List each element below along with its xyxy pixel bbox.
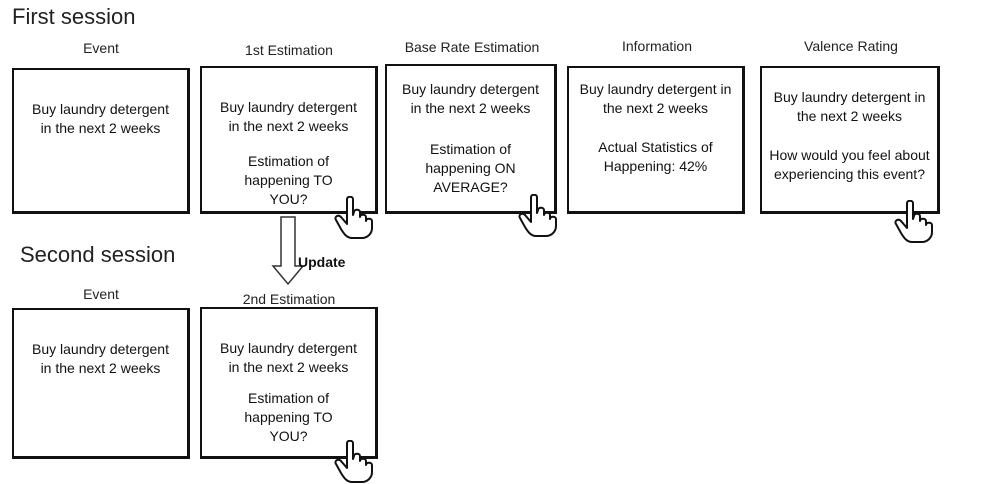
pointing-hand-icon bbox=[334, 440, 373, 483]
first-estimation-event-text: Buy laundry detergent in the next 2 week… bbox=[220, 99, 357, 134]
second-estimation-event-text: Buy laundry detergent in the next 2 week… bbox=[220, 340, 357, 375]
event-card: Buy laundry detergent in the next 2 week… bbox=[12, 68, 190, 214]
event-card-2: Buy laundry detergent in the next 2 week… bbox=[12, 308, 190, 459]
col-label-1st-estimation: 1st Estimation bbox=[245, 42, 333, 58]
down-arrow-icon bbox=[271, 216, 305, 286]
pointing-hand-icon bbox=[894, 200, 933, 243]
col-label-information: Information bbox=[621, 38, 693, 54]
first-session-title: First session bbox=[12, 4, 136, 29]
col-label-valence-rating: Valence Rating bbox=[804, 38, 898, 54]
update-label: Update bbox=[298, 254, 346, 270]
col-label-event: Event bbox=[83, 40, 119, 56]
first-estimation-card[interactable]: Buy laundry detergent in the next 2 week… bbox=[200, 66, 378, 214]
col-label-base-rate: Base Rate Estimation bbox=[404, 39, 540, 55]
col-label-event-2: Event bbox=[83, 286, 119, 302]
pointing-hand-icon bbox=[518, 194, 557, 237]
valence-event-text: Buy laundry detergent in the next 2 week… bbox=[773, 89, 926, 124]
second-session-title: Second session bbox=[20, 242, 176, 267]
base-rate-event-text: Buy laundry detergent in the next 2 week… bbox=[402, 81, 539, 116]
base-rate-card[interactable]: Buy laundry detergent in the next 2 week… bbox=[385, 64, 557, 214]
second-estimation-question: Estimation of happening TO YOU? bbox=[244, 390, 333, 444]
information-card: Buy laundry detergent in the next 2 week… bbox=[567, 66, 745, 214]
information-statistic: Actual Statistics of Happening: 42% bbox=[598, 139, 713, 174]
first-estimation-question: Estimation of happening TO YOU? bbox=[244, 153, 333, 207]
event-text-2: Buy laundry detergent in the next 2 week… bbox=[32, 341, 169, 376]
information-event-text: Buy laundry detergent in the next 2 week… bbox=[579, 81, 732, 116]
col-label-2nd-estimation: 2nd Estimation bbox=[242, 291, 336, 307]
valence-rating-card[interactable]: Buy laundry detergent in the next 2 week… bbox=[760, 66, 940, 214]
second-estimation-card[interactable]: Buy laundry detergent in the next 2 week… bbox=[200, 307, 378, 459]
base-rate-question: Estimation of happening ON AVERAGE? bbox=[425, 141, 516, 195]
valence-question: How would you feel about experiencing th… bbox=[769, 147, 930, 182]
pointing-hand-icon bbox=[334, 196, 373, 239]
event-text: Buy laundry detergent in the next 2 week… bbox=[32, 101, 169, 136]
